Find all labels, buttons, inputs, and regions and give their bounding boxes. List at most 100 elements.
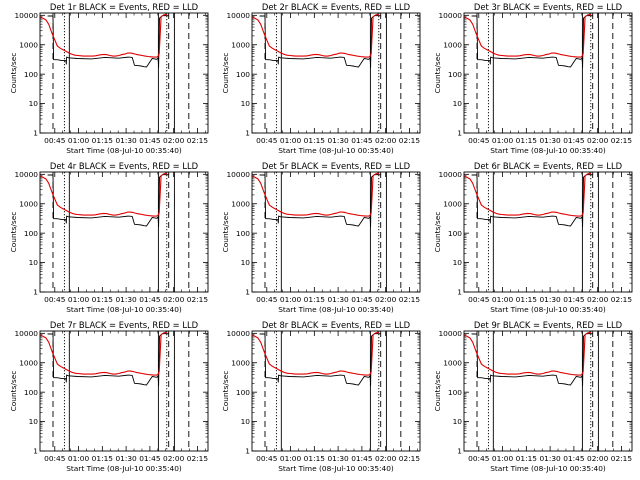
panel-det-6: Det 6r BLACK = Events, RED = LLD 1 10 100 10… [433, 161, 633, 314]
x-tick-label: 01:00 [280, 454, 302, 463]
x-axis-label: Start Time (08-Jul-10 00:35:40) [66, 305, 182, 314]
x-tick-label: 01:45 [351, 454, 373, 463]
x-tick-label: 01:30 [115, 295, 137, 304]
y-tick-label: 1000 [19, 358, 38, 367]
x-axis-label: Start Time (08-Jul-10 00:35:40) [490, 305, 606, 314]
x-tick-label: 01:00 [492, 295, 514, 304]
y-tick-label: 10 [29, 417, 39, 426]
y-tick-label: 1 [33, 288, 38, 297]
x-tick-label: 02:15 [611, 136, 633, 145]
y-tick-label: 100 [24, 70, 38, 79]
x-tick-label: 01:15 [92, 295, 114, 304]
series-line-events [471, 15, 593, 68]
y-tick-label: 1 [457, 288, 462, 297]
panel-title: Det 4r BLACK = Events, RED = LLD [50, 161, 198, 171]
series-line-events [47, 333, 169, 386]
x-tick-label: 01:00 [492, 136, 514, 145]
series-line-lld [40, 173, 167, 217]
series-line-events [259, 15, 381, 68]
plot-frame [39, 12, 209, 134]
x-tick-label: 02:15 [399, 136, 421, 145]
x-tick-label: 01:30 [115, 454, 137, 463]
series-line-lld [40, 14, 167, 58]
x-tick-label: 01:45 [351, 136, 373, 145]
x-axis-label: Start Time (08-Jul-10 00:35:40) [490, 146, 606, 155]
x-tick-label: 01:15 [516, 454, 538, 463]
series-line-events [259, 174, 381, 227]
x-tick-label: 02:15 [187, 295, 209, 304]
y-tick-label: 10 [241, 258, 251, 267]
panel-title: Det 5r BLACK = Events, RED = LLD [262, 161, 410, 171]
data-layer [252, 332, 381, 386]
y-axis-label: Counts/sec [221, 53, 230, 94]
y-tick-label: 10000 [226, 170, 250, 179]
data-layer [464, 14, 593, 68]
panel-title: Det 9r BLACK = Events, RED = LLD [474, 320, 622, 330]
series-line-lld [464, 14, 591, 58]
y-tick-label: 10000 [438, 329, 462, 338]
series-line-events [471, 174, 593, 227]
panel-det-3: Det 3r BLACK = Events, RED = LLD 1 10 100 10… [433, 2, 633, 155]
x-tick-label: 01:45 [563, 454, 585, 463]
y-axis-label: Counts/sec [9, 212, 18, 253]
panel-det-5: Det 5r BLACK = Events, RED = LLD 1 10 100 10… [221, 161, 421, 314]
y-tick-label: 10 [453, 99, 463, 108]
x-tick-label: 01:00 [280, 136, 302, 145]
x-tick-label: 00:45 [468, 136, 490, 145]
x-tick-label: 00:45 [468, 454, 490, 463]
y-axis-label: Counts/sec [433, 53, 442, 94]
x-tick-label: 01:15 [516, 136, 538, 145]
y-tick-label: 100 [236, 388, 250, 397]
y-tick-label: 10 [241, 99, 251, 108]
x-tick-label: 02:00 [163, 136, 185, 145]
series-line-lld [252, 332, 379, 376]
y-tick-label: 1000 [231, 358, 250, 367]
x-tick-label: 01:30 [327, 295, 349, 304]
x-tick-label: 01:45 [139, 454, 161, 463]
y-tick-label: 10000 [438, 11, 462, 20]
plot-frame [251, 330, 421, 452]
panel-title: Det 1r BLACK = Events, RED = LLD [50, 2, 198, 12]
x-tick-label: 02:15 [399, 295, 421, 304]
x-tick-label: 01:45 [351, 295, 373, 304]
x-tick-label: 02:00 [587, 454, 609, 463]
y-tick-label: 1000 [443, 358, 462, 367]
y-tick-label: 1 [457, 129, 462, 138]
y-tick-label: 10000 [14, 11, 38, 20]
y-tick-label: 1000 [231, 199, 250, 208]
y-tick-label: 1 [33, 447, 38, 456]
panel-det-9: Det 9r BLACK = Events, RED = LLD 1 10 100 10… [433, 320, 633, 473]
x-tick-label: 01:30 [115, 136, 137, 145]
panel-det-2: Det 2r BLACK = Events, RED = LLD 1 10 100 10… [221, 2, 421, 155]
panel-det-4: Det 4r BLACK = Events, RED = LLD 1 10 100 10… [9, 161, 209, 314]
y-tick-label: 1 [245, 288, 250, 297]
x-tick-label: 02:00 [163, 295, 185, 304]
x-tick-label: 02:15 [611, 454, 633, 463]
y-tick-label: 10 [453, 417, 463, 426]
y-tick-label: 1000 [19, 199, 38, 208]
y-tick-label: 10 [29, 258, 39, 267]
x-tick-label: 01:30 [327, 454, 349, 463]
plot-frame [39, 330, 209, 452]
plot-frame [251, 171, 421, 293]
x-tick-label: 00:45 [256, 454, 278, 463]
data-layer [252, 14, 381, 68]
x-tick-label: 01:45 [139, 295, 161, 304]
x-tick-label: 01:45 [563, 136, 585, 145]
panel-det-7: Det 7r BLACK = Events, RED = LLD 1 10 100 10… [9, 320, 209, 473]
y-tick-label: 10 [453, 258, 463, 267]
y-tick-label: 1 [33, 129, 38, 138]
x-tick-label: 01:15 [304, 136, 326, 145]
y-axis-label: Counts/sec [9, 53, 18, 94]
y-tick-label: 10000 [14, 329, 38, 338]
x-tick-label: 01:30 [539, 136, 561, 145]
x-tick-label: 02:00 [163, 454, 185, 463]
x-tick-label: 01:00 [68, 136, 90, 145]
series-line-events [259, 333, 381, 386]
y-axis-label: Counts/sec [9, 371, 18, 412]
y-tick-label: 100 [24, 229, 38, 238]
x-tick-label: 02:00 [587, 295, 609, 304]
data-layer [464, 332, 593, 386]
plot-frame [463, 330, 633, 452]
y-tick-label: 10 [29, 99, 39, 108]
